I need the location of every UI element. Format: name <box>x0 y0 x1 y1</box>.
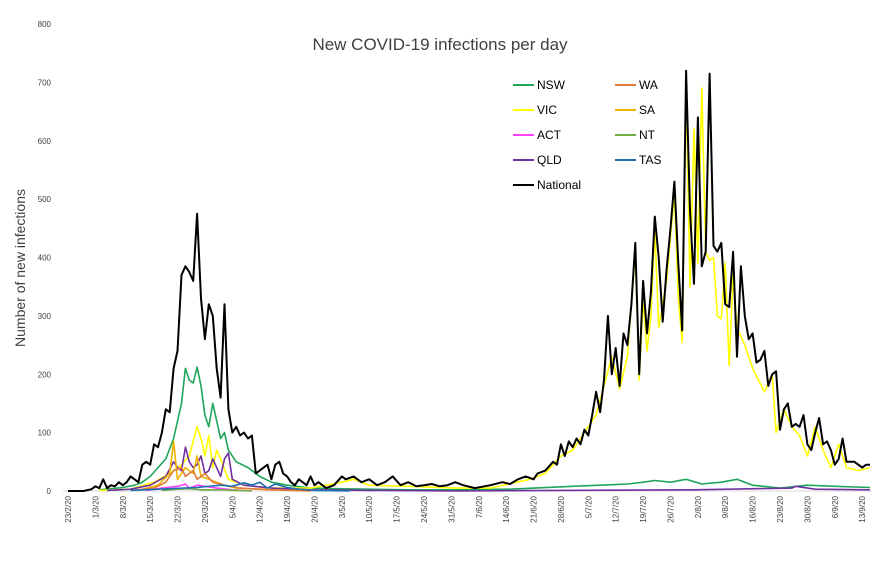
y-tick-label: 300 <box>38 312 52 321</box>
series-line-nt <box>161 487 252 492</box>
x-tick-label: 23/8/20 <box>776 495 785 522</box>
series-line-tas <box>130 481 350 492</box>
x-tick-label: 19/4/20 <box>283 495 292 522</box>
chart-title: New COVID-19 infections per day <box>312 35 568 54</box>
x-tick-label: 28/6/20 <box>557 495 566 522</box>
legend-label-wa: WA <box>639 78 658 92</box>
x-tick-label: 12/4/20 <box>256 495 265 522</box>
y-tick-label: 500 <box>38 195 52 204</box>
x-tick-label: 3/5/20 <box>338 495 347 518</box>
legend-label-act: ACT <box>537 128 562 142</box>
y-tick-label: 200 <box>38 370 52 379</box>
x-tick-label: 21/6/20 <box>530 495 539 522</box>
x-tick-label: 12/7/20 <box>612 495 621 522</box>
legend-label-sa: SA <box>639 103 655 117</box>
series-layer <box>68 69 871 492</box>
x-tick-label: 26/7/20 <box>666 495 675 522</box>
x-tick-label: 7/6/20 <box>475 495 484 518</box>
x-tick-label: 23/2/20 <box>64 495 73 522</box>
x-tick-label: 19/7/20 <box>639 495 648 522</box>
y-axis-ticks: 0 100 200 300 400 500 600 700 800 <box>38 20 52 496</box>
x-axis-ticks: 23/2/20 1/3/20 8/3/20 15/3/20 22/3/20 29/3/20… <box>64 495 867 522</box>
x-tick-label: 10/5/20 <box>365 495 374 522</box>
legend-label-nsw: NSW <box>537 78 566 92</box>
x-tick-label: 5/7/20 <box>584 495 593 518</box>
series-line-vic <box>99 81 871 492</box>
x-tick-label: 2/8/20 <box>694 495 703 518</box>
x-tick-label: 14/6/20 <box>502 495 511 522</box>
y-tick-label: 100 <box>38 429 52 438</box>
legend-label-qld: QLD <box>537 153 562 167</box>
series-line-act <box>146 483 252 492</box>
legend-label-national: National <box>537 178 581 192</box>
x-tick-label: 17/5/20 <box>393 495 402 522</box>
y-tick-label: 600 <box>38 137 52 146</box>
y-axis-label: Number of new infections <box>12 189 28 347</box>
legend-label-vic: VIC <box>537 103 557 117</box>
x-tick-label: 29/3/20 <box>201 495 210 522</box>
x-tick-label: 13/9/20 <box>858 495 867 522</box>
series-line-national <box>68 69 870 492</box>
x-tick-label: 31/5/20 <box>447 495 456 522</box>
x-tick-label: 15/3/20 <box>146 495 155 522</box>
x-tick-label: 22/3/20 <box>174 495 183 522</box>
x-tick-label: 8/3/20 <box>119 495 128 518</box>
legend: NSW WA VIC SA ACT NT QLD TAS National <box>513 78 661 192</box>
x-tick-label: 6/9/20 <box>831 495 840 518</box>
legend-label-tas: TAS <box>639 153 661 167</box>
legend-label-nt: NT <box>639 128 656 142</box>
x-tick-label: 30/8/20 <box>803 495 812 522</box>
y-tick-label: 700 <box>38 78 52 87</box>
x-tick-label: 26/4/20 <box>310 495 319 522</box>
y-tick-label: 400 <box>38 254 52 263</box>
x-tick-label: 1/3/20 <box>91 495 100 518</box>
series-line-nsw <box>99 366 871 491</box>
series-line-wa <box>130 466 311 492</box>
x-tick-label: 5/4/20 <box>228 495 237 518</box>
y-tick-label: 800 <box>38 20 52 29</box>
y-tick-label: 0 <box>47 487 52 496</box>
x-tick-label: 24/5/20 <box>420 495 429 522</box>
x-tick-label: 9/8/20 <box>721 495 730 518</box>
x-tick-label: 16/8/20 <box>749 495 758 522</box>
